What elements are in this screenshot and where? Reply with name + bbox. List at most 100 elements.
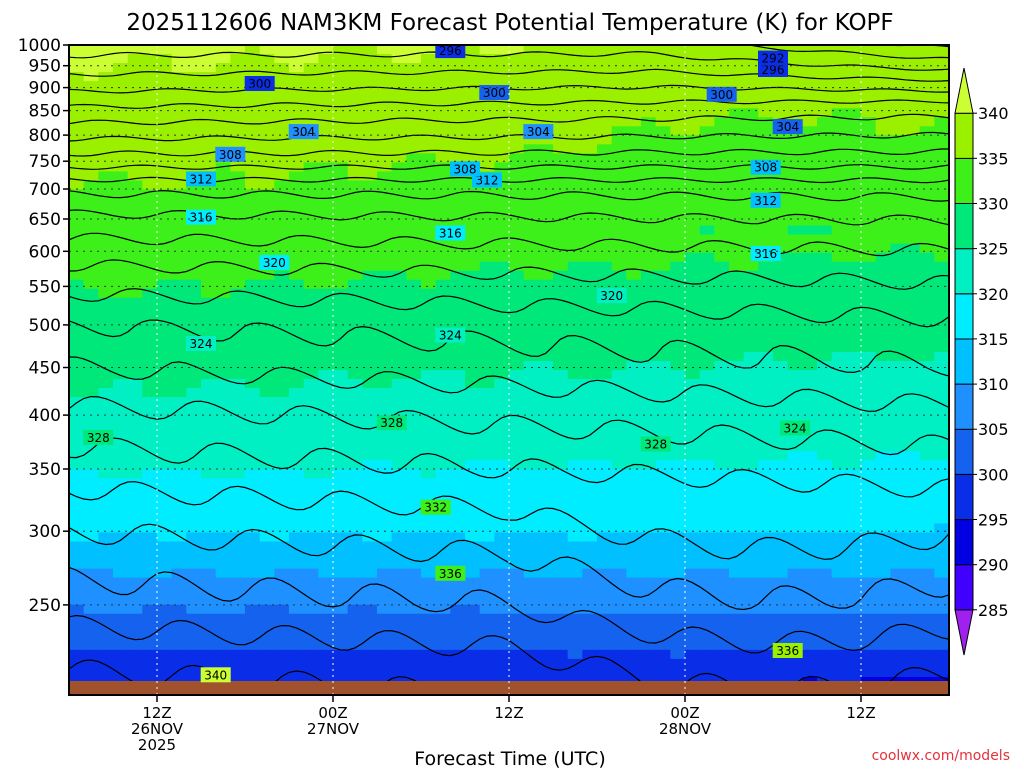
heatmap-cell <box>641 370 657 380</box>
heatmap-cell <box>802 577 818 588</box>
heatmap-cell <box>450 613 466 624</box>
heatmap-cell <box>875 379 891 389</box>
heatmap-cell <box>670 631 686 642</box>
heatmap-cell <box>597 243 613 254</box>
x-tick-label: 27NOV <box>307 720 360 738</box>
heatmap-cell <box>274 315 290 326</box>
heatmap-cell <box>377 189 393 200</box>
heatmap-cell <box>831 406 847 416</box>
heatmap-cell <box>934 415 949 425</box>
y-tick-label: 400 <box>29 406 61 426</box>
heatmap-cell <box>861 388 877 398</box>
heatmap-cell <box>333 252 349 263</box>
heatmap-cell <box>919 333 935 344</box>
heatmap-cell <box>567 90 583 100</box>
y-tick-label: 500 <box>29 316 61 336</box>
heatmap-cell <box>362 433 378 443</box>
heatmap-cell <box>523 595 539 606</box>
heatmap-cell <box>318 370 334 380</box>
heatmap-cell <box>714 306 730 317</box>
heatmap-cell <box>670 207 686 218</box>
heatmap-cell <box>494 505 510 516</box>
heatmap-cell <box>450 586 466 597</box>
heatmap-cell <box>303 252 319 263</box>
heatmap-cell <box>773 514 789 525</box>
heatmap-cell <box>171 424 187 434</box>
heatmap-cell <box>494 243 510 254</box>
heatmap-cell <box>201 270 217 281</box>
heatmap-cell <box>479 415 495 425</box>
heatmap-cell <box>289 577 305 588</box>
heatmap-cell <box>641 189 657 200</box>
heatmap-cell <box>846 613 862 624</box>
heatmap-cell <box>347 487 363 497</box>
heatmap-cell <box>509 135 525 145</box>
heatmap-cell <box>626 360 642 371</box>
heatmap-cell <box>758 460 774 470</box>
heatmap-cell <box>347 171 363 182</box>
heatmap-cell <box>479 487 495 497</box>
heatmap-cell <box>391 333 407 344</box>
heatmap-cell <box>289 144 305 154</box>
heatmap-cell <box>435 541 451 552</box>
heatmap-cell <box>435 523 451 534</box>
heatmap-cell <box>787 315 803 326</box>
heatmap-cell <box>201 595 217 606</box>
heatmap-cell <box>259 586 275 597</box>
heatmap-cell <box>523 451 539 461</box>
heatmap-cell <box>509 631 525 642</box>
heatmap-cell <box>611 559 627 570</box>
heatmap-cell <box>729 415 745 425</box>
heatmap-cell <box>83 649 99 660</box>
heatmap-cell <box>127 388 143 398</box>
heatmap-cell <box>406 550 422 561</box>
heatmap-cell <box>215 189 231 200</box>
heatmap-cell <box>230 225 246 236</box>
heatmap-cell <box>655 306 671 317</box>
heatmap-cell <box>861 397 877 407</box>
heatmap-cell <box>758 126 774 136</box>
heatmap-cell <box>758 496 774 507</box>
heatmap-cell <box>230 45 246 55</box>
heatmap-cell <box>362 153 378 163</box>
y-tick-label: 950 <box>29 57 61 77</box>
heatmap-cell <box>421 72 437 82</box>
heatmap-cell <box>831 658 847 669</box>
heatmap-cell <box>318 613 334 624</box>
heatmap-cell <box>934 99 949 109</box>
heatmap-cell <box>743 90 759 100</box>
heatmap-cell <box>861 424 877 434</box>
heatmap-cell <box>215 54 231 64</box>
heatmap-cell <box>303 658 319 669</box>
heatmap-cell <box>729 198 745 209</box>
heatmap-cell <box>450 72 466 82</box>
heatmap-cell <box>597 631 613 642</box>
heatmap-cell <box>157 649 173 660</box>
heatmap-cell <box>157 225 173 236</box>
heatmap-cell <box>347 270 363 281</box>
heatmap-cell <box>494 72 510 82</box>
heatmap-cell <box>69 297 85 308</box>
heatmap-cell <box>729 360 745 371</box>
heatmap-cell <box>377 568 393 579</box>
heatmap-cell <box>567 270 583 281</box>
heatmap-cell <box>670 189 686 200</box>
heatmap-cell <box>743 379 759 389</box>
heatmap-cell <box>655 487 671 497</box>
heatmap-cell <box>802 532 818 543</box>
heatmap-cell <box>919 243 935 254</box>
heatmap-cell <box>289 279 305 290</box>
heatmap-cell <box>171 631 187 642</box>
heatmap-cell <box>861 532 877 543</box>
heatmap-cell <box>171 261 187 272</box>
heatmap-cell <box>729 207 745 218</box>
heatmap-cell <box>83 586 99 597</box>
heatmap-cell <box>538 388 554 398</box>
heatmap-cell <box>817 532 833 543</box>
heatmap-cell <box>861 604 877 615</box>
colorbar-label: 320 <box>978 285 1009 304</box>
heatmap-cell <box>773 306 789 317</box>
heatmap-cell <box>817 198 833 209</box>
heatmap-cell <box>934 469 949 479</box>
heatmap-cell <box>362 604 378 615</box>
